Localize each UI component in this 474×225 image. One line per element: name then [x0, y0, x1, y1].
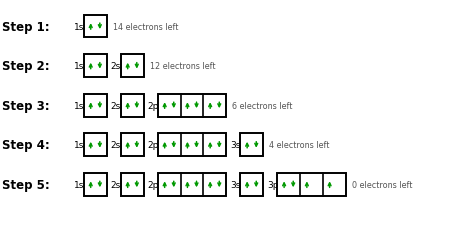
Text: 2p: 2p: [147, 141, 159, 150]
Bar: [84, 94, 107, 117]
Text: Step 2:: Step 2:: [2, 60, 50, 73]
Text: Step 5:: Step 5:: [2, 178, 50, 191]
Text: Step 1:: Step 1:: [2, 20, 50, 34]
Bar: [84, 173, 107, 196]
Bar: [84, 134, 107, 156]
Text: 2p: 2p: [147, 180, 159, 189]
Bar: [84, 55, 107, 78]
Bar: [240, 134, 263, 156]
Text: 1s: 1s: [73, 180, 84, 189]
Bar: [121, 94, 144, 117]
Bar: [121, 173, 144, 196]
Text: 12 electrons left: 12 electrons left: [150, 62, 215, 71]
Text: Step 4:: Step 4:: [2, 139, 50, 152]
Text: 2s: 2s: [110, 141, 121, 150]
Text: 2s: 2s: [110, 101, 121, 110]
Text: 3p: 3p: [267, 180, 278, 189]
Text: 1s: 1s: [73, 62, 84, 71]
Text: 2p: 2p: [147, 101, 159, 110]
Bar: [240, 173, 263, 196]
Text: 1s: 1s: [73, 141, 84, 150]
Bar: [277, 173, 346, 196]
Bar: [121, 134, 144, 156]
Text: 1s: 1s: [73, 22, 84, 32]
Bar: [158, 134, 226, 156]
Bar: [158, 94, 226, 117]
Bar: [121, 55, 144, 78]
Text: 1s: 1s: [73, 101, 84, 110]
Text: 2s: 2s: [110, 62, 121, 71]
Text: 4 electrons left: 4 electrons left: [269, 141, 329, 150]
Text: 3s: 3s: [230, 180, 240, 189]
Text: 3s: 3s: [230, 141, 240, 150]
Text: 14 electrons left: 14 electrons left: [113, 22, 178, 32]
Text: Step 3:: Step 3:: [2, 99, 50, 112]
Text: 2s: 2s: [110, 180, 121, 189]
Bar: [158, 173, 226, 196]
Text: 0 electrons left: 0 electrons left: [352, 180, 412, 189]
Text: 6 electrons left: 6 electrons left: [232, 101, 292, 110]
Bar: [84, 16, 107, 38]
